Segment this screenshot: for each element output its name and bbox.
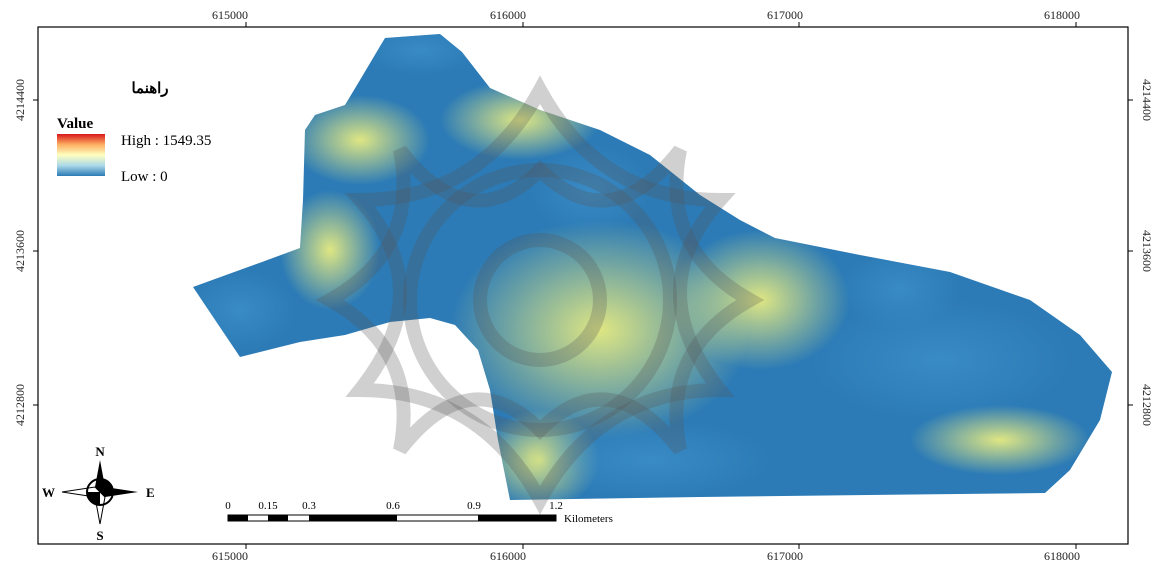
x-tick-label-bottom: 617000 <box>767 549 803 563</box>
x-tick-label-bottom: 618000 <box>1044 549 1080 563</box>
compass-rose: N S E W <box>42 444 155 543</box>
scale-tick-label: 0.15 <box>258 500 278 512</box>
scale-bar: 0 0.15 0.3 0.6 0.9 1.2 Kilometers <box>225 500 613 525</box>
legend-high-label: High : 1549.35 <box>121 133 211 149</box>
scale-tick-label: 0.9 <box>467 500 481 512</box>
x-tick-label-bottom: 616000 <box>490 549 526 563</box>
x-tick-label-top: 616000 <box>490 8 526 22</box>
x-tick-label-top: 615000 <box>212 8 248 22</box>
scale-tick-label: 0.3 <box>302 500 316 512</box>
compass-n: N <box>95 444 105 459</box>
scale-tick-label: 0 <box>225 500 231 512</box>
x-tick-marks <box>245 22 1077 549</box>
compass-e: E <box>146 485 155 500</box>
y-tick-label-right: 4214400 <box>1140 79 1151 121</box>
legend-low-label: Low : 0 <box>121 169 168 185</box>
scale-unit: Kilometers <box>564 513 613 525</box>
legend-heading: راهنما <box>131 81 168 97</box>
y-tick-label-right: 4212800 <box>1140 384 1151 426</box>
y-tick-marks <box>33 99 1133 406</box>
legend: راهنما Value High : 1549.35 Low : 0 <box>57 81 211 185</box>
x-tick-label-bottom: 615000 <box>212 549 248 563</box>
x-tick-label-top: 618000 <box>1044 8 1080 22</box>
y-tick-label-left: 4212800 <box>13 384 27 426</box>
legend-color-ramp <box>57 134 105 176</box>
compass-w: W <box>42 485 55 500</box>
watermark-logo <box>315 75 765 515</box>
scale-tick-label: 0.6 <box>386 500 400 512</box>
x-tick-label-top: 617000 <box>767 8 803 22</box>
scale-tick-label: 1.2 <box>549 500 563 512</box>
y-tick-label-right: 4213600 <box>1140 230 1151 272</box>
y-tick-label-left: 4213600 <box>13 230 27 272</box>
legend-title: Value <box>57 116 93 132</box>
compass-s: S <box>96 528 103 543</box>
y-tick-label-left: 4214400 <box>13 79 27 121</box>
